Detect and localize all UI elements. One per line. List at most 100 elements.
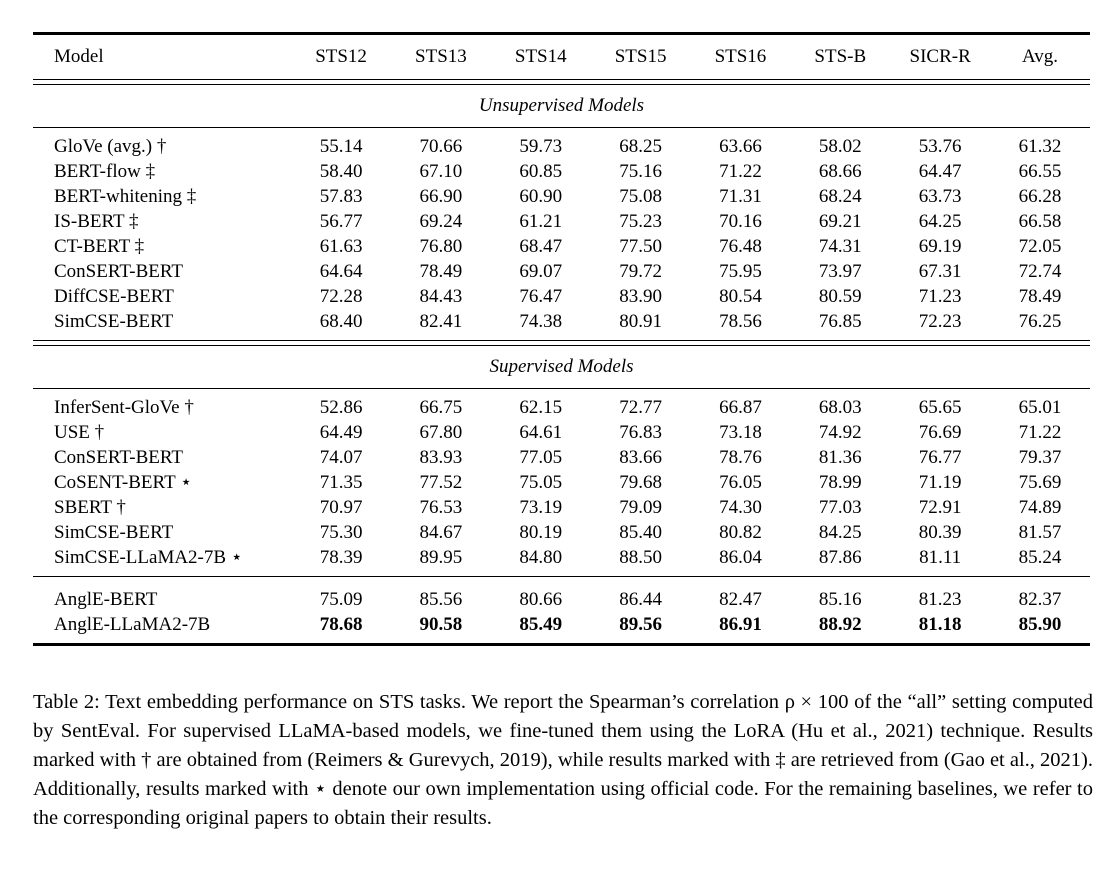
model-name: ConSERT-BERT <box>54 261 183 282</box>
score-cell: 73.18 <box>719 422 762 443</box>
score-cell: 57.83 <box>319 186 363 207</box>
single-rule <box>33 576 1090 581</box>
column-header-model: Model <box>54 46 104 67</box>
score-cell: 86.44 <box>619 589 662 610</box>
column-header: STS13 <box>415 46 467 67</box>
table-row: BERT-whitening ‡ 57.83 66.90 60.90 75.08 71.3… <box>33 184 1090 209</box>
score-cell: 86.04 <box>719 547 762 568</box>
table-row: USE † 64.49 67.80 64.61 76.83 73.18 74.92 76.69… <box>33 420 1090 445</box>
score-cell: 64.49 <box>319 422 363 443</box>
column-header: SICR-R <box>909 46 971 67</box>
table-row: SimCSE-BERT 75.30 84.67 80.19 85.40 80.82 84.2… <box>33 520 1090 545</box>
table-row: SBERT † 70.97 76.53 73.19 79.09 74.30 77.03 72.… <box>33 495 1090 520</box>
table-row: SimCSE-LLaMA2-7B ⋆ 78.39 89.95 84.80 88.50 86… <box>33 545 1090 577</box>
score-cell: 76.85 <box>818 311 862 332</box>
score-cell: 80.91 <box>619 311 662 332</box>
model-name: DiffCSE-BERT <box>54 286 174 307</box>
model-name: SimCSE-LLaMA2-7B ⋆ <box>54 547 243 568</box>
score-cell: 76.80 <box>419 236 463 257</box>
score-cell: 85.16 <box>818 589 862 610</box>
score-cell: 67.10 <box>419 161 463 182</box>
score-cell: 83.93 <box>419 447 463 468</box>
score-cell: 65.65 <box>918 397 962 418</box>
score-cell: 53.76 <box>918 136 962 157</box>
score-cell: 77.52 <box>419 472 463 493</box>
score-cell: 73.19 <box>519 497 563 518</box>
score-cell: 76.69 <box>918 422 962 443</box>
score-cell: 76.83 <box>619 422 662 443</box>
model-name: AnglE-LLaMA2-7B <box>54 614 211 635</box>
score-cell: 87.86 <box>818 547 862 568</box>
table-row: IS-BERT ‡ 56.77 69.24 61.21 75.23 70.16 69.21 6… <box>33 209 1090 234</box>
table-row: CT-BERT ‡ 61.63 76.80 68.47 77.50 76.48 74.31 6… <box>33 234 1090 259</box>
score-cell: 68.24 <box>818 186 862 207</box>
score-cell: 66.55 <box>1018 161 1062 182</box>
table-row: BERT-flow ‡ 58.40 67.10 60.85 75.16 71.22 68.6… <box>33 159 1090 184</box>
score-cell: 72.28 <box>319 286 363 307</box>
section-title-row: Supervised Models <box>33 345 1090 389</box>
score-cell: 64.61 <box>519 422 563 443</box>
score-cell: 80.39 <box>918 522 962 543</box>
score-cell: 81.57 <box>1018 522 1062 543</box>
column-header: Avg. <box>1021 46 1059 67</box>
column-header: STS14 <box>514 46 567 67</box>
score-cell: 60.90 <box>519 186 563 207</box>
score-cell: 71.31 <box>719 186 762 207</box>
score-cell: 78.56 <box>719 311 762 332</box>
score-cell: 80.66 <box>519 589 563 610</box>
score-cell: 74.31 <box>818 236 862 257</box>
score-cell: 76.05 <box>719 472 762 493</box>
score-cell: 76.47 <box>519 286 563 307</box>
score-cell: 78.68 <box>319 614 363 635</box>
score-cell: 81.23 <box>918 589 962 610</box>
column-header: STS16 <box>714 46 767 67</box>
score-cell: 85.40 <box>619 522 662 543</box>
score-cell: 68.03 <box>818 397 862 418</box>
model-name: GloVe (avg.) † <box>54 136 167 157</box>
results-tbody: Unsupervised Models GloVe (avg.) † 55.14 70… <box>33 79 1090 645</box>
score-cell: 85.24 <box>1018 547 1062 568</box>
table-row: CoSENT-BERT ⋆ 71.35 77.52 75.05 79.68 76.05 78… <box>33 470 1090 495</box>
score-cell: 68.25 <box>619 136 662 157</box>
score-cell: 80.54 <box>719 286 762 307</box>
score-cell: 82.41 <box>419 311 463 332</box>
score-cell: 88.50 <box>619 547 662 568</box>
score-cell: 86.91 <box>719 614 762 635</box>
score-cell: 74.07 <box>319 447 363 468</box>
model-name: CT-BERT ‡ <box>54 236 145 257</box>
score-cell: 60.85 <box>519 161 563 182</box>
score-cell: 75.30 <box>319 522 363 543</box>
score-cell: 71.19 <box>918 472 962 493</box>
model-name: BERT-whitening ‡ <box>54 186 197 207</box>
score-cell: 73.97 <box>818 261 862 282</box>
model-name: SimCSE-BERT <box>54 522 174 543</box>
score-cell: 77.05 <box>519 447 563 468</box>
table-head: Model STS12 STS13 STS14 STS15 STS16 STS-B SICR-… <box>33 34 1090 80</box>
score-cell: 66.90 <box>419 186 463 207</box>
score-cell: 67.80 <box>419 422 463 443</box>
score-cell: 64.47 <box>918 161 962 182</box>
score-cell: 79.37 <box>1018 447 1062 468</box>
score-cell: 76.53 <box>419 497 463 518</box>
table-row: GloVe (avg.) † 55.14 70.66 59.73 68.25 63.66 5… <box>33 128 1090 160</box>
score-cell: 79.72 <box>619 261 662 282</box>
table-row: InferSent-GloVe † 52.86 66.75 62.15 72.77 66.… <box>33 389 1090 421</box>
score-cell: 85.56 <box>419 589 463 610</box>
score-cell: 78.49 <box>419 261 463 282</box>
column-header: STS12 <box>315 46 367 67</box>
table-row: SimCSE-BERT 68.40 82.41 74.38 80.91 78.56 76.8… <box>33 309 1090 341</box>
score-cell: 69.21 <box>818 211 862 232</box>
table-row: ConSERT-BERT 74.07 83.93 77.05 83.66 78.76 81.… <box>33 445 1090 470</box>
score-cell: 70.16 <box>719 211 762 232</box>
score-cell: 62.15 <box>519 397 563 418</box>
score-cell: 80.59 <box>818 286 862 307</box>
score-cell: 84.80 <box>519 547 563 568</box>
score-cell: 75.23 <box>619 211 662 232</box>
score-cell: 71.23 <box>918 286 962 307</box>
column-header: STS-B <box>814 46 867 67</box>
score-cell: 71.22 <box>719 161 762 182</box>
double-rule <box>33 79 1090 85</box>
score-cell: 84.43 <box>419 286 463 307</box>
single-rule <box>33 576 1090 581</box>
